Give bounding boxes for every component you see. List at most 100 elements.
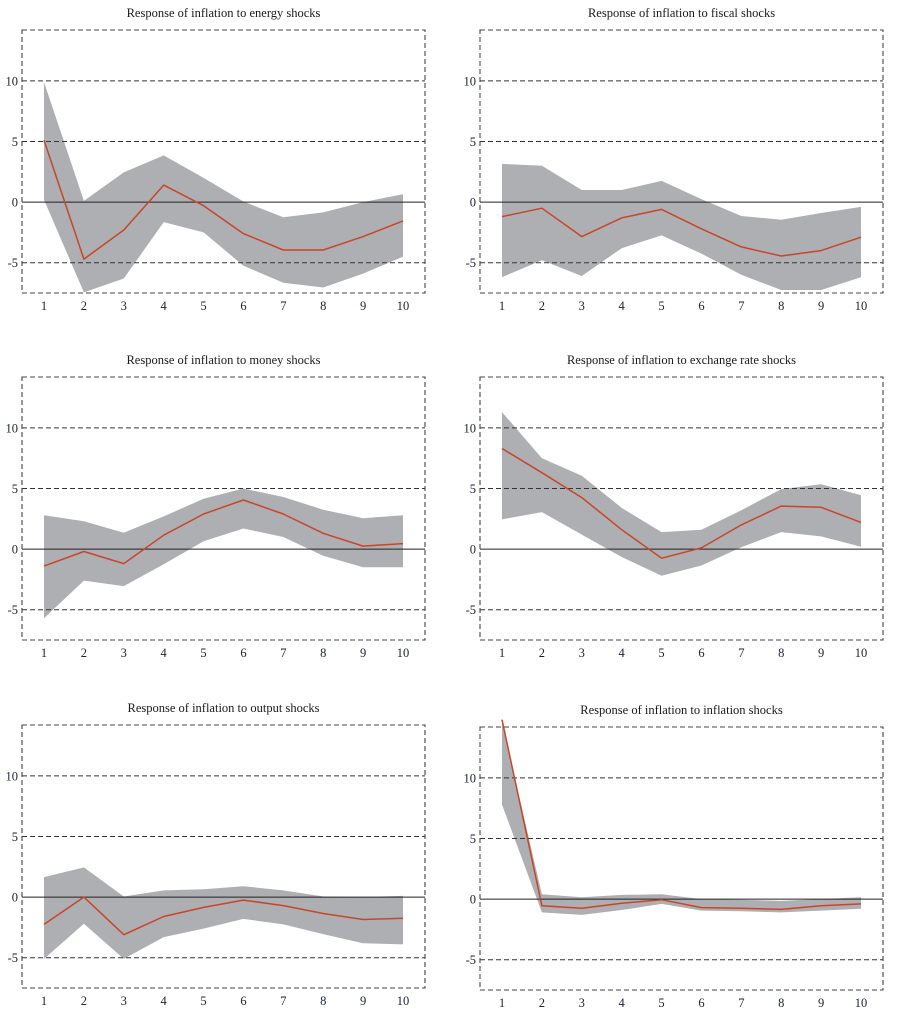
x-tick-label: 3 (579, 646, 585, 660)
x-tick-label: 6 (698, 299, 704, 313)
x-tick-label: 6 (240, 299, 246, 313)
irf-panel-5: Response of inflation to output shocks -5… (6, 701, 426, 1008)
x-tick-label: 7 (738, 996, 744, 1010)
x-tick-label: 10 (855, 646, 868, 660)
x-tick-label: 4 (161, 299, 168, 313)
y-tick-label: 5 (470, 482, 476, 496)
response-line (43, 499, 404, 567)
confidence-band (44, 488, 403, 619)
x-tick-label: 3 (121, 646, 127, 660)
x-tick-label: 8 (320, 299, 326, 313)
x-tick-label: 4 (161, 994, 168, 1008)
x-tick-label: 7 (280, 646, 286, 660)
x-tick-label: 3 (121, 299, 127, 313)
confidence-band (44, 82, 403, 293)
y-tick-label: 5 (12, 482, 18, 496)
plot-frame (479, 376, 884, 641)
y-tick-label: -5 (8, 951, 18, 965)
x-tick-label: 1 (41, 299, 47, 313)
x-tick-label: 6 (698, 646, 704, 660)
y-tick-label: 0 (470, 543, 476, 557)
y-tick-label: 0 (470, 196, 476, 210)
x-tick-label: 3 (579, 996, 585, 1010)
x-tick-label: 9 (360, 994, 366, 1008)
x-tick-label: 5 (658, 646, 664, 660)
x-tick-label: 7 (280, 299, 286, 313)
x-tick-label: 4 (619, 299, 626, 313)
response-line (43, 140, 404, 260)
y-tick-label: 5 (12, 830, 18, 844)
y-tick-label: -5 (466, 256, 476, 270)
x-tick-label: 4 (619, 996, 626, 1010)
confidence-band (502, 163, 861, 290)
confidence-band (502, 412, 861, 576)
y-tick-label: 5 (470, 832, 476, 846)
x-tick-label: 8 (320, 646, 326, 660)
response-line (43, 896, 404, 936)
x-tick-label: 2 (539, 996, 545, 1010)
x-tick-label: 10 (397, 646, 410, 660)
y-tick-label: 10 (464, 74, 477, 88)
x-tick-label: 2 (81, 299, 87, 313)
confidence-band (502, 722, 861, 915)
x-tick-label: 2 (539, 646, 545, 660)
x-tick-label: 10 (855, 299, 868, 313)
panel-title: Response of inflation to output shocks (128, 701, 320, 715)
x-tick-label: 1 (499, 299, 505, 313)
x-tick-label: 5 (200, 994, 206, 1008)
panel-title: Response of inflation to exchange rate s… (567, 353, 796, 367)
x-tick-label: 2 (539, 299, 545, 313)
y-tick-label: 10 (6, 421, 19, 435)
panel-title: Response of inflation to energy shocks (127, 6, 321, 20)
panel-title: Response of inflation to money shocks (126, 353, 320, 367)
irf-panel-6: Response of inflation to inflation shock… (464, 703, 884, 1010)
plot-frame (479, 726, 884, 991)
x-tick-label: 5 (200, 646, 206, 660)
y-tick-label: -5 (8, 256, 18, 270)
x-tick-label: 7 (280, 994, 286, 1008)
y-tick-label: 10 (464, 421, 477, 435)
irf-panel-3: Response of inflation to money shocks -5 0… (6, 353, 426, 660)
response-line (501, 719, 862, 911)
y-tick-label: 5 (470, 135, 476, 149)
plot-frame (479, 29, 884, 294)
x-tick-label: 4 (619, 646, 626, 660)
x-tick-label: 5 (200, 299, 206, 313)
x-tick-label: 5 (658, 299, 664, 313)
x-tick-label: 7 (738, 299, 744, 313)
y-tick-label: 5 (12, 135, 18, 149)
x-tick-label: 8 (778, 299, 784, 313)
x-tick-label: 1 (499, 996, 505, 1010)
y-tick-label: -5 (8, 603, 18, 617)
y-tick-label: 10 (6, 769, 19, 783)
irf-panel-4: Response of inflation to exchange rate s… (464, 353, 884, 660)
x-tick-label: 9 (360, 646, 366, 660)
x-tick-label: 9 (818, 646, 824, 660)
x-tick-label: 9 (818, 299, 824, 313)
x-tick-label: 2 (81, 646, 87, 660)
x-tick-label: 10 (397, 299, 410, 313)
plot-frame (21, 376, 426, 641)
x-tick-label: 2 (81, 994, 87, 1008)
y-tick-label: 10 (6, 74, 19, 88)
y-tick-label: 0 (12, 196, 18, 210)
x-tick-label: 9 (818, 996, 824, 1010)
irf-panel-2: Response of inflation to fiscal shocks -5… (464, 6, 884, 313)
irf-panel-1: Response of inflation to energy shocks -5… (6, 6, 426, 313)
plot-frame (21, 29, 426, 294)
x-tick-label: 1 (41, 994, 47, 1008)
response-line (501, 447, 862, 559)
x-tick-label: 7 (738, 646, 744, 660)
x-tick-label: 6 (698, 996, 704, 1010)
response-line (501, 207, 862, 257)
y-tick-label: 0 (12, 543, 18, 557)
plot-frame (21, 724, 426, 989)
x-tick-label: 3 (121, 994, 127, 1008)
x-tick-label: 9 (360, 299, 366, 313)
x-tick-label: 1 (41, 646, 47, 660)
y-tick-label: -5 (466, 953, 476, 967)
y-tick-label: -5 (466, 603, 476, 617)
y-tick-label: 0 (12, 891, 18, 905)
x-tick-label: 8 (778, 996, 784, 1010)
